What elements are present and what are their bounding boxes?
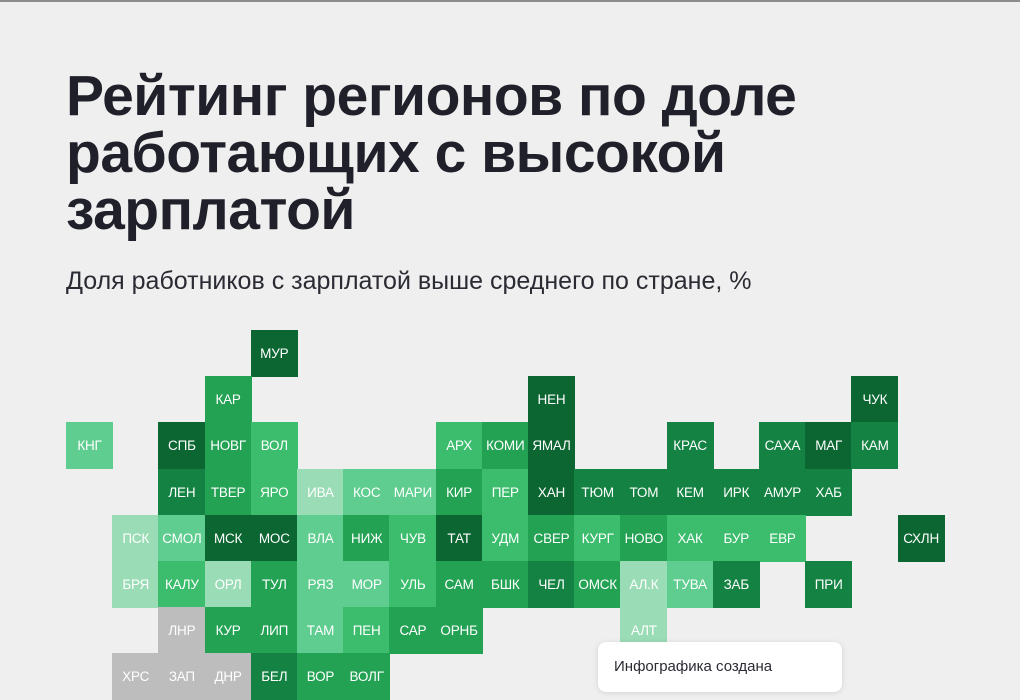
region-tile: САХА <box>759 422 806 470</box>
region-tile: УЛЬ <box>389 561 437 608</box>
region-tile: МОС <box>250 514 298 562</box>
page-subtitle: Доля работников с зарплатой выше среднег… <box>66 267 752 295</box>
region-tile: СПБ <box>158 422 206 470</box>
region-tile: НОВО <box>620 514 668 562</box>
title-line-3: зарплатой <box>66 178 355 242</box>
region-tile: КЕМ <box>666 468 714 516</box>
region-tile: БШК <box>481 561 529 608</box>
region-tile: СХЛН <box>897 514 945 562</box>
region-tile: АМУР <box>759 468 806 516</box>
region-tile: ЧЕЛ <box>528 561 575 608</box>
region-tile: НОВГ <box>204 422 252 470</box>
region-tile-map: МУР КАР НЕН ЧУК КНГ СПБ НОВГ ВОЛ АРХ КОМИ ЯМАЛ КРАС… <box>66 330 945 700</box>
region-tile: НЕН <box>528 376 575 424</box>
region-tile: ИРК <box>712 468 760 516</box>
region-tile: ТОМ <box>620 468 668 516</box>
region-tile: ХАБ <box>805 468 853 516</box>
region-tile: ВЛА <box>297 514 344 562</box>
region-tile: ЯМАЛ <box>528 422 575 470</box>
region-tile: КНГ <box>66 422 113 470</box>
region-tile: АРХ <box>435 422 483 470</box>
region-tile: КОС <box>343 468 391 516</box>
title-line-2: работающих с высокой <box>66 121 726 185</box>
region-tile: БЕЛ <box>250 653 298 700</box>
region-tile: КУРГ <box>574 514 622 562</box>
region-tile: ЧУК <box>851 376 899 424</box>
top-border <box>0 0 1020 2</box>
credit-text: Инфографика создана <box>614 658 773 675</box>
region-tile: ХРС <box>112 653 160 700</box>
region-tile: ТЮМ <box>574 468 622 516</box>
page-title: Рейтинг регионов по доле работающих с вы… <box>66 68 966 239</box>
region-tile: СМОЛ <box>158 514 206 562</box>
region-tile: КИР <box>435 468 483 516</box>
region-tile: ЛИП <box>250 607 298 655</box>
region-tile: КОМИ <box>481 422 529 470</box>
region-tile: КАР <box>204 376 252 424</box>
region-tile: ЗАП <box>158 653 206 700</box>
region-tile: ТАТ <box>435 514 483 562</box>
region-tile: МУР <box>250 330 298 377</box>
region-tile: ТВЕР <box>204 468 252 516</box>
region-tile: КАМ <box>851 422 899 470</box>
region-tile: ПСК <box>112 514 160 562</box>
region-tile: ПРИ <box>805 561 853 608</box>
region-tile: ЗАБ <box>712 561 760 608</box>
region-tile: НИЖ <box>343 514 391 562</box>
region-tile: КРАС <box>666 422 714 470</box>
region-tile: ПЕН <box>343 607 391 655</box>
region-tile: ХАН <box>528 468 575 516</box>
region-tile: ЧУВ <box>389 514 437 562</box>
region-tile: УДМ <box>481 514 529 562</box>
region-tile: ЕВР <box>759 514 806 562</box>
region-tile: ХАК <box>666 514 714 562</box>
region-tile: ТУВА <box>666 561 714 608</box>
region-tile: ВОР <box>297 653 344 700</box>
region-tile: ОМСК <box>574 561 622 608</box>
region-tile: ЯРО <box>250 468 298 516</box>
region-tile: ДНР <box>204 653 252 700</box>
credit-card: Инфографика создана <box>598 642 842 692</box>
region-tile: ТУЛ <box>250 561 298 608</box>
region-tile: САМ <box>435 561 483 608</box>
region-tile: ТАМ <box>297 607 344 655</box>
region-tile: БРЯ <box>112 561 160 608</box>
region-tile: ОРЛ <box>204 561 252 608</box>
region-tile: КАЛУ <box>158 561 206 608</box>
region-tile: БУР <box>712 514 760 562</box>
region-tile: ЛЕН <box>158 468 206 516</box>
region-tile: СВЕР <box>528 514 575 562</box>
region-tile: МОР <box>343 561 391 608</box>
region-tile: МСК <box>204 514 252 562</box>
region-tile: АЛ.К <box>620 561 668 608</box>
region-tile: ПЕР <box>481 468 529 516</box>
region-tile: ЛНР <box>158 607 206 655</box>
region-tile: ВОЛГ <box>343 653 391 700</box>
region-tile: МАРИ <box>389 468 437 516</box>
region-tile: РЯЗ <box>297 561 344 608</box>
region-tile: САР <box>389 607 437 655</box>
region-tile: ОРНБ <box>435 607 483 655</box>
title-line-1: Рейтинг регионов по доле <box>66 64 797 128</box>
region-tile: ВОЛ <box>250 422 298 470</box>
region-tile: МАГ <box>805 422 853 470</box>
region-tile: ИВА <box>297 468 344 516</box>
region-tile: КУР <box>204 607 252 655</box>
